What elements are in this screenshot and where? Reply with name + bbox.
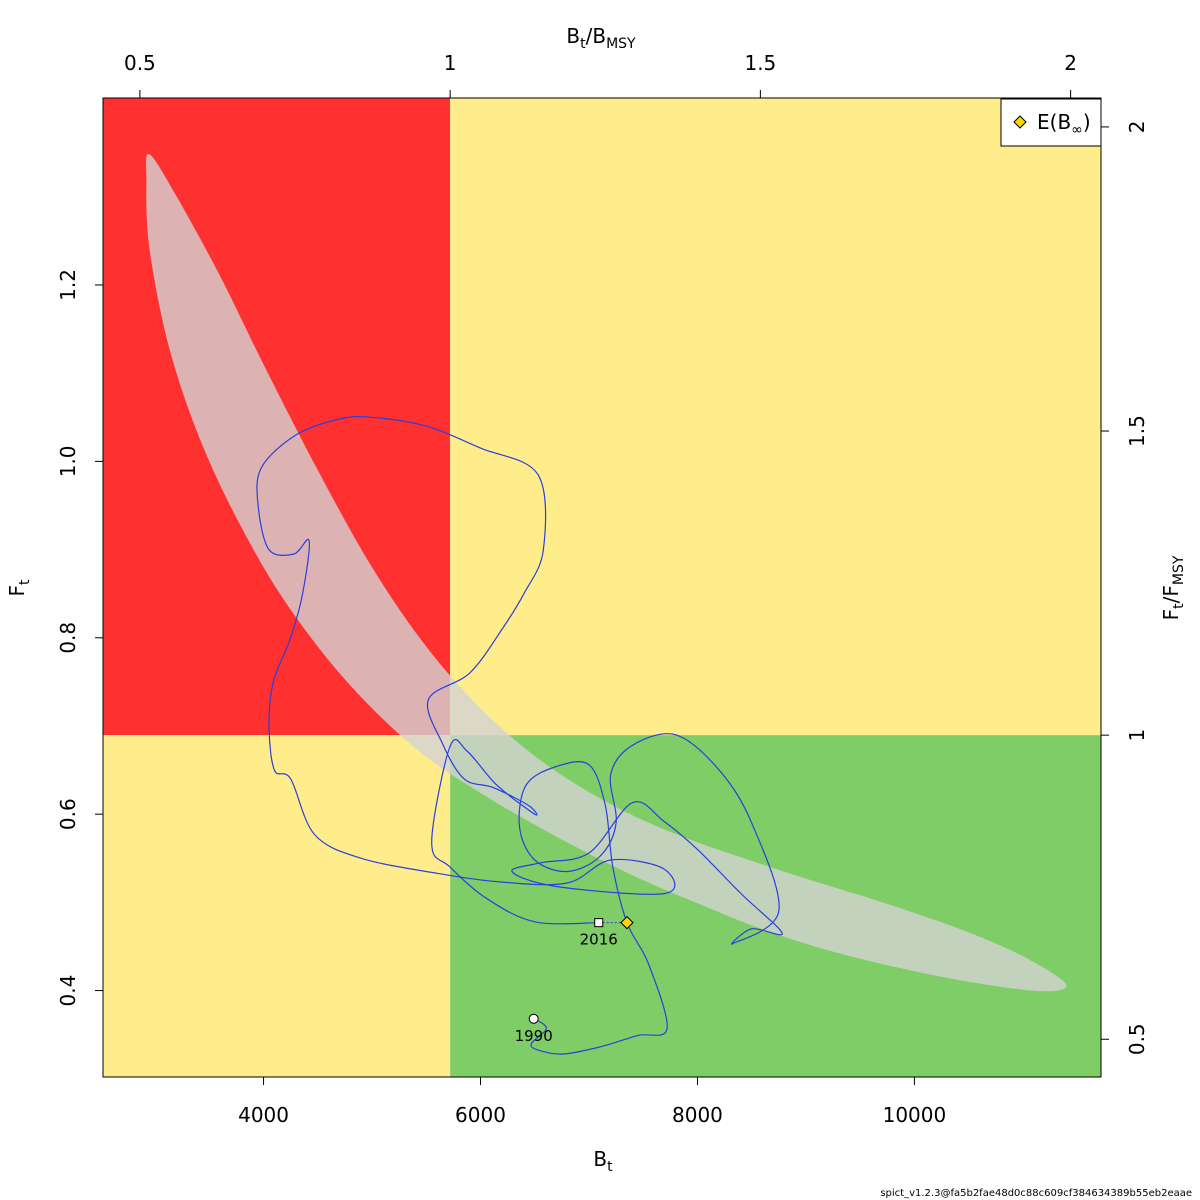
y2-tick-label: 0.5	[1125, 1023, 1149, 1055]
end-point-marker	[594, 918, 604, 928]
legend-label: E(B∞)	[1037, 110, 1091, 138]
status-zones	[103, 98, 1101, 1077]
y-tick-label: 0.4	[56, 975, 80, 1007]
y2-axis-title: Ft/FMSY	[1159, 555, 1187, 620]
x-tick-label: 6000	[455, 1103, 506, 1127]
y-tick-label: 1.0	[56, 445, 80, 477]
y-tick-label: 1.2	[56, 269, 80, 301]
confidence-ellipse	[146, 153, 1067, 992]
y2-tick-label: 1.5	[1125, 415, 1149, 447]
x2-tick-label: 1.5	[744, 51, 776, 75]
x-tick-label: 10000	[883, 1103, 947, 1127]
y2-tick-label: 2	[1125, 121, 1149, 134]
y-axis-title: Ft	[5, 579, 33, 597]
zone-overfishing	[450, 98, 1101, 736]
trajectory	[256, 415, 783, 1055]
legend-diamond-icon	[1013, 115, 1027, 129]
confidence-region	[146, 153, 1067, 992]
x2-tick-label: 1	[444, 51, 457, 75]
legend: E(B∞)	[1000, 98, 1102, 147]
end-year-label: 2016	[580, 931, 618, 949]
x2-tick-label: 0.5	[124, 51, 156, 75]
x2-axis-title: Bt/BMSY	[566, 24, 636, 52]
x-axis-title: Bt	[593, 1147, 613, 1175]
footer-version: spict_v1.2.3@fa5b2fae48d0c88c609cf384634…	[880, 1188, 1192, 1199]
plot-frame	[102, 97, 1102, 1078]
equilibrium-diamond-marker	[620, 915, 634, 930]
x2-tick-label: 2	[1064, 51, 1077, 75]
markers	[528, 915, 634, 1024]
y-tick-label: 0.6	[56, 798, 80, 830]
start-year-label: 1990	[515, 1027, 553, 1045]
y2-tick-label: 1	[1125, 729, 1149, 742]
start-point-marker	[528, 1013, 539, 1024]
x-tick-label: 8000	[672, 1103, 723, 1127]
x-tick-label: 4000	[238, 1103, 289, 1127]
y-tick-label: 0.8	[56, 622, 80, 654]
axes: 4000 6000 8000 10000 0.4 0.6 0.8 1.0 1.2 0.5 1 1.5 2…	[56, 51, 1149, 1127]
zone-overfished	[103, 735, 451, 1077]
trajectory-line	[256, 415, 783, 1055]
